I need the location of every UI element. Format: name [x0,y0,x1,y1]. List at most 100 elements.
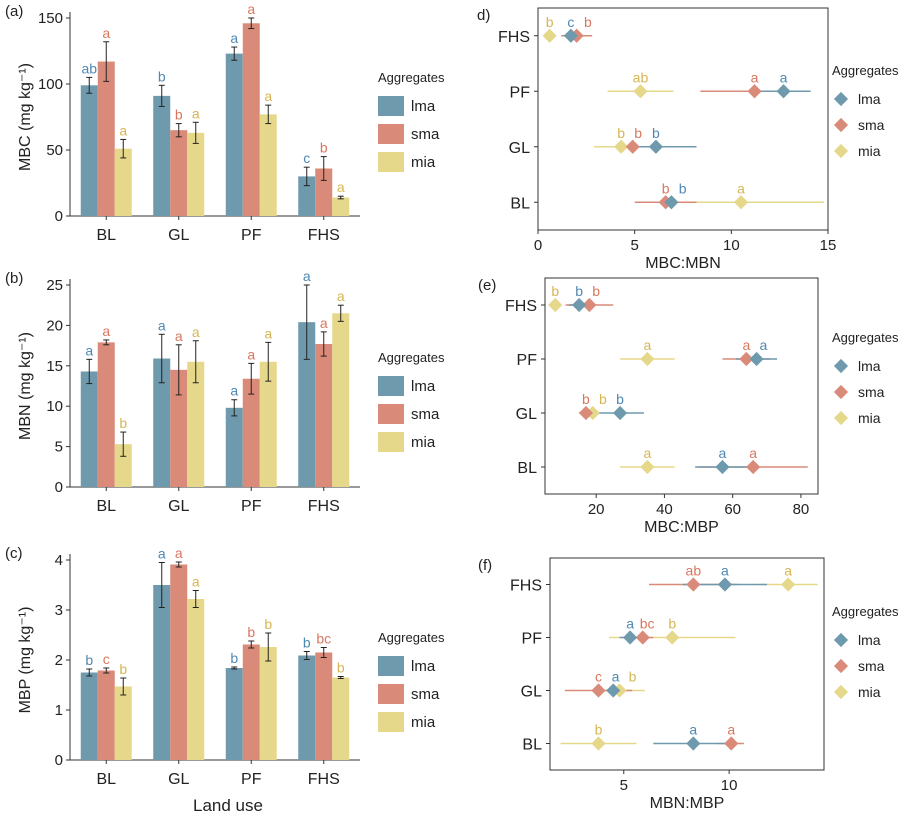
point-sma-BL [724,736,739,751]
x-tick-label: GL [168,227,189,244]
sig-letter: ab [633,69,649,85]
legend-swatch-mia [378,432,404,452]
y-axis-label: MBP (mg kg⁻¹) [17,607,34,714]
point-mia-FHS [548,297,563,313]
x-tick-label: GL [168,498,189,515]
legend-marker-sma [833,117,849,133]
sig-letter: a [230,30,238,46]
sig-letter: a [192,574,200,590]
sig-letter: a [175,545,183,561]
sig-letter: b [230,650,238,666]
y-tick-label: BL [522,737,542,754]
sig-letter: a [643,337,651,353]
sig-letter: a [780,69,788,85]
legend-label-mia: mia [411,714,436,731]
point-mia-BL [640,459,655,475]
x-tick-label: 80 [793,501,810,518]
sig-letter: b [668,616,676,632]
point-lma-FHS [563,28,578,43]
point-sma-GL [625,139,640,154]
legend-marker-mia [833,410,849,426]
figure-xlabel: Land use [193,796,263,815]
bar-sma-BL [97,670,115,760]
point-lma-BL [686,736,701,751]
point-lma-PF [749,351,764,367]
plot-frame [549,557,825,771]
sig-letter: a [158,546,166,562]
bar-mia-BL [114,444,132,487]
point-lma-BL [664,195,679,210]
x-axis-label: MBC:MBN [645,255,721,272]
sig-letter: a [192,324,200,340]
legend-label-mia: mia [858,143,881,159]
panel-label: (a) [5,3,23,20]
point-mia-BL [591,736,606,751]
sig-letter: b [158,68,166,84]
sig-letter: a [230,383,238,399]
y-tick-label: 100 [38,76,63,93]
y-tick-label: PF [517,352,538,369]
sig-letter: a [337,288,345,304]
x-tick-label: FHS [308,498,340,515]
sig-letter: a [85,342,93,358]
sig-letter: a [247,1,255,17]
panel-label: d) [477,7,490,24]
legend-label-sma: sma [858,658,885,674]
legend-label-sma: sma [411,686,440,703]
sig-letter: b [337,660,345,676]
bar-lma-GL [153,95,171,216]
sig-letter: a [784,563,792,579]
bar-mia-PF [259,361,277,487]
y-axis-label: MBN (mg kg⁻¹) [17,332,34,440]
bar-sma-PF [242,23,260,217]
x-tick-label: FHS [308,771,340,788]
sig-letter: ab [686,563,702,579]
y-tick-label: 5 [55,439,63,456]
plot-frame [537,7,829,231]
bar-sma-FHS [315,652,333,760]
bar-sma-PF [242,378,260,487]
sig-letter: a [264,325,272,341]
sig-letter: b [175,107,183,123]
sig-letter: b [616,391,624,407]
x-tick-label: 40 [656,501,673,518]
bar-sma-GL [170,564,188,760]
point-sma-PF [739,351,754,367]
x-tick-label: BL [96,498,116,515]
bar-mia-PF [259,647,277,760]
bar-sma-BL [97,61,115,217]
point-mia-FHS [542,28,557,43]
y-tick-label: FHS [498,29,530,46]
sig-letter: b [634,125,642,141]
bar-lma-PF [225,53,243,216]
bar-sma-PF [242,644,260,760]
point-lma-PF [623,630,638,645]
sig-letter: bc [640,616,655,632]
sig-letter: a [721,563,729,579]
bar-sma-GL [170,369,188,487]
panel-label: (e) [478,277,496,294]
y-tick-label: 15 [46,358,63,375]
legend-title: Aggregates [378,630,445,645]
x-tick-label: GL [168,771,189,788]
y-tick-label: FHS [505,298,537,315]
bar-mia-FHS [332,197,350,216]
bar-lma-BL [80,85,98,216]
legend-title: Aggregates [832,63,899,78]
x-tick-label: PF [241,227,262,244]
point-lma-FHS [572,297,587,313]
legend-title: Aggregates [832,330,899,345]
x-tick-label: PF [241,498,262,515]
x-axis-label: MBN:MBP [650,795,725,812]
bar-lma-GL [153,358,171,487]
sig-letter: a [119,122,127,138]
y-tick-label: 10 [46,398,63,415]
legend-label-lma: lma [411,98,436,115]
sig-letter: a [158,317,166,333]
panel-label: (c) [5,545,23,562]
legend-swatch-lma [378,96,404,116]
y-tick-label: 20 [46,317,63,334]
y-tick-label: GL [521,684,542,701]
bar-lma-FHS [298,176,316,216]
